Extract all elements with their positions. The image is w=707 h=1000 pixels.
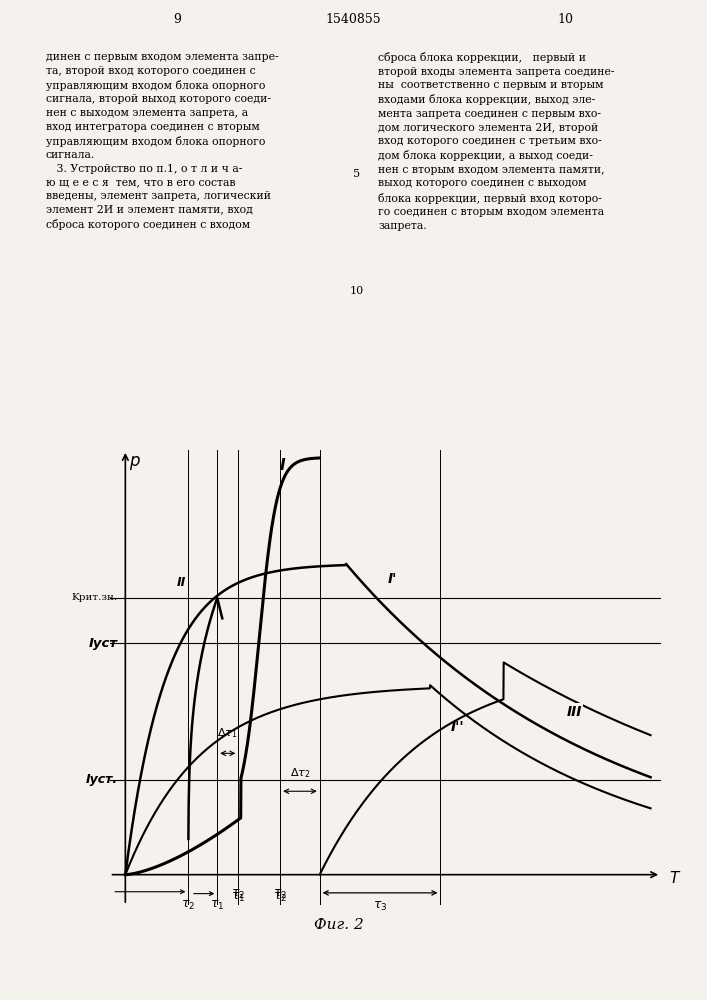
Text: Iуст: Iуст [88, 637, 117, 650]
Text: $\tau_2$: $\tau_2$ [231, 888, 245, 901]
Text: $\bar{\tau}_2$: $\bar{\tau}_2$ [273, 888, 288, 904]
Text: динен с первым входом элемента запре-
та, второй вход которого соединен с
управл: динен с первым входом элемента запре- та… [46, 52, 279, 230]
Text: Фиг. 2: Фиг. 2 [315, 918, 364, 932]
Text: $\tau_2$: $\tau_2$ [181, 899, 195, 912]
Text: p: p [129, 452, 140, 470]
Text: II: II [177, 576, 186, 589]
Text: Iуст.: Iуст. [86, 773, 117, 786]
Text: 10: 10 [558, 13, 573, 26]
Text: I': I' [388, 572, 397, 586]
Text: Kрит.зн.: Kрит.зн. [71, 593, 117, 602]
Text: I: I [280, 458, 286, 473]
Text: $\Delta\tau_2$: $\Delta\tau_2$ [290, 766, 310, 780]
Text: $\bar{\tau}_1$: $\bar{\tau}_1$ [231, 888, 245, 904]
Text: 10: 10 [350, 286, 364, 296]
Text: $\tau_1$: $\tau_1$ [210, 899, 224, 912]
Text: $\tau_3$: $\tau_3$ [373, 900, 387, 913]
Text: III: III [566, 705, 582, 719]
Text: $\tau_2$: $\tau_2$ [273, 888, 287, 901]
Text: $\Delta\tau_1$: $\Delta\tau_1$ [218, 726, 238, 740]
Text: 5: 5 [354, 169, 361, 179]
Text: T: T [669, 871, 678, 886]
Text: 1540855: 1540855 [326, 13, 381, 26]
Text: сброса блока коррекции,   первый и
второй входы элемента запрета соедине-
ны  со: сброса блока коррекции, первый и второй … [378, 52, 615, 231]
Text: 9: 9 [173, 13, 181, 26]
Text: I'': I'' [451, 720, 464, 734]
